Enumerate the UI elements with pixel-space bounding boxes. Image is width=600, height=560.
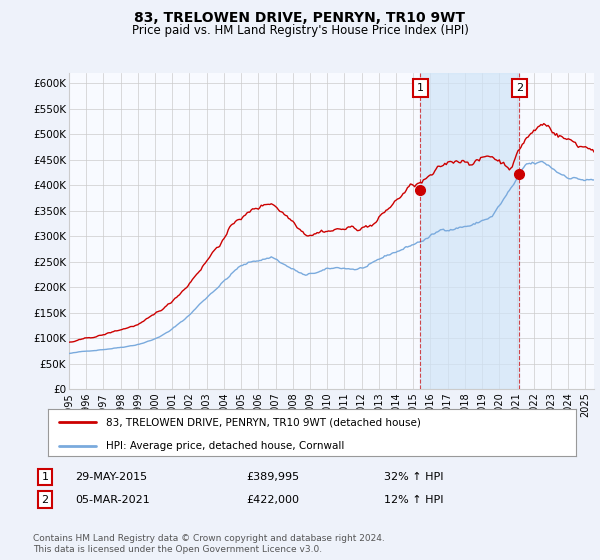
Text: HPI: Average price, detached house, Cornwall: HPI: Average price, detached house, Corn… (106, 441, 344, 451)
Text: 83, TRELOWEN DRIVE, PENRYN, TR10 9WT: 83, TRELOWEN DRIVE, PENRYN, TR10 9WT (134, 11, 466, 25)
Text: £422,000: £422,000 (246, 494, 299, 505)
Text: 1: 1 (41, 472, 49, 482)
Text: 32% ↑ HPI: 32% ↑ HPI (384, 472, 443, 482)
Text: 05-MAR-2021: 05-MAR-2021 (75, 494, 150, 505)
Text: 83, TRELOWEN DRIVE, PENRYN, TR10 9WT (detached house): 83, TRELOWEN DRIVE, PENRYN, TR10 9WT (de… (106, 417, 421, 427)
Text: Contains HM Land Registry data © Crown copyright and database right 2024.: Contains HM Land Registry data © Crown c… (33, 534, 385, 543)
Text: Price paid vs. HM Land Registry's House Price Index (HPI): Price paid vs. HM Land Registry's House … (131, 24, 469, 36)
Text: 12% ↑ HPI: 12% ↑ HPI (384, 494, 443, 505)
Bar (421, 73, 520, 389)
Text: 2: 2 (41, 494, 49, 505)
Text: 2: 2 (516, 83, 523, 93)
Text: This data is licensed under the Open Government Licence v3.0.: This data is licensed under the Open Gov… (33, 545, 322, 554)
Text: 1: 1 (417, 83, 424, 93)
Text: £389,995: £389,995 (246, 472, 299, 482)
Text: 29-MAY-2015: 29-MAY-2015 (75, 472, 147, 482)
